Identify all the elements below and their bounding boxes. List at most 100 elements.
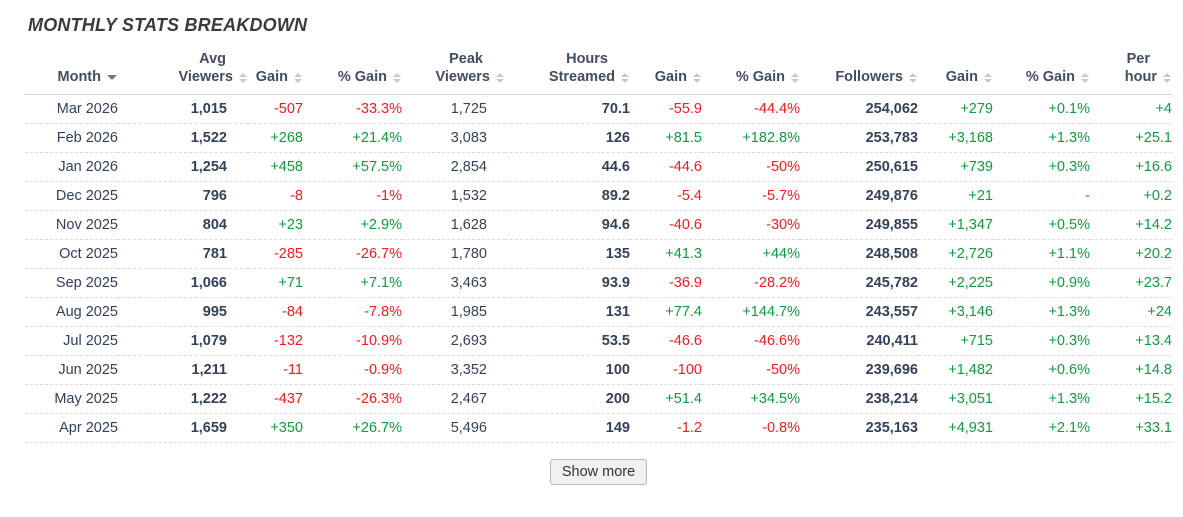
cell-hours-gain: -40.6 [630,210,702,240]
cell-month: Jul 2025 [25,326,118,356]
cell-month: Jun 2025 [25,355,118,385]
column-header-topline [303,51,402,68]
column-header-topline [248,51,303,68]
cell-followers: 240,411 [800,326,918,356]
cell-followers-per-hour: +23.7 [1090,268,1172,298]
sort-toggle-icon[interactable] [621,72,630,83]
column-header-avg-gain-pct[interactable]: % Gain [303,51,402,95]
cell-followers: 239,696 [800,355,918,385]
cell-month: Sep 2025 [25,268,118,298]
cell-peak-viewers: 2,854 [402,152,505,182]
column-header-label: Month [57,69,101,85]
cell-followers-per-hour: +20.2 [1090,239,1172,269]
cell-hours-gain-pct: -50% [702,355,800,385]
cell-hours-streamed: 135 [505,239,630,269]
sort-toggle-icon[interactable] [393,72,402,83]
cell-followers-per-hour: +4 [1155,101,1172,117]
cell-followers-per-hour: +16.6 [1090,152,1172,182]
table-row: Mar 2026 1,015 -507 -33.3% 1,725 70.1 -55.9 -44… [25,95,1172,124]
cell-followers-per-hour: +14.8 [1090,355,1172,385]
cell-hours-gain: -1.2 [630,413,702,443]
show-more-button[interactable]: Show more [549,459,648,485]
cell-followers-gain-pct: +1.3% [993,297,1090,327]
cell-followers-gain: +3,168 [918,123,993,153]
cell-avg-viewers: 995 [118,297,248,327]
cell-avg-viewers: 1,659 [118,413,248,443]
table-header: Month Avg Viewers Gain % Gain Peak Viewers Ho… [25,51,1172,95]
cell-followers-per-hour: +0.2 [1090,181,1172,211]
column-header-peak-viewers[interactable]: Peak Viewers [402,51,505,95]
cell-followers-gain: +3,051 [918,384,993,414]
column-header-avg-gain[interactable]: Gain [248,51,303,95]
sort-toggle-icon[interactable] [791,72,800,83]
cell-followers: 238,214 [800,384,918,414]
cell-month: Nov 2025 [25,210,118,240]
cell-avg-viewers: 1,254 [118,152,248,182]
cell-hours-gain-pct: +182.8% [702,123,800,153]
cell-hours-streamed: 89.2 [505,181,630,211]
column-header-hours-gain-pct[interactable]: % Gain [702,51,800,95]
cell-hours-streamed: 100 [505,355,630,385]
sort-toggle-icon[interactable] [496,72,505,83]
sort-toggle-icon[interactable] [294,72,303,83]
column-header-label: hour [1124,69,1157,85]
column-header-hours-gain[interactable]: Gain [630,51,702,95]
cell-followers-per-hour: +33.1 [1090,413,1172,443]
cell-hours-streamed: 200 [505,384,630,414]
cell-avg-gain-pct: -7.8% [303,297,402,327]
sort-toggle-icon[interactable] [693,72,702,83]
sort-toggle-icon[interactable] [984,72,993,83]
cell-month: Aug 2025 [25,297,118,327]
sort-toggle-icon[interactable] [1081,72,1090,83]
cell-avg-gain: -11 [248,355,303,385]
page-title: MONTHLY STATS BREAKDOWN [28,15,308,35]
monthly-stats-table: Month Avg Viewers Gain % Gain Peak Viewers Ho… [25,51,1172,443]
cell-hours-gain: -36.9 [630,268,702,298]
cell-followers-per-hour: +15.2 [1090,384,1172,414]
cell-hours-streamed: 149 [505,413,630,443]
cell-hours-gain: +41.3 [630,239,702,269]
table-row: Jan 2026 1,254 +458 +57.5% 2,854 44.6 -44.6 -50… [25,152,1172,182]
column-header-followers[interactable]: Followers [800,51,918,95]
column-header-topline [918,51,993,68]
cell-avg-viewers: 804 [118,210,248,240]
sort-toggle-icon[interactable] [1163,72,1172,83]
column-header-month[interactable]: Month [25,51,118,95]
sort-toggle-icon[interactable] [909,72,918,83]
cell-peak-viewers: 1,725 [450,101,487,117]
cell-peak-viewers: 1,985 [402,297,505,327]
cell-followers-gain-pct: +1.3% [993,384,1090,414]
sort-toggle-icon[interactable] [239,72,248,83]
cell-avg-gain: -507 [273,101,303,117]
cell-followers-gain-pct: +0.1% [1048,101,1090,117]
column-header-followers-per-hour[interactable]: Per hour [1090,51,1172,95]
cell-avg-viewers: 1,079 [118,326,248,356]
column-header-hours-streamed[interactable]: Hours Streamed [505,51,630,95]
cell-followers: 248,508 [800,239,918,269]
column-header-topline: Peak [449,51,483,67]
cell-month: Dec 2025 [25,181,118,211]
column-header-avg-viewers[interactable]: Avg Viewers [118,51,248,95]
column-header-topline: Hours [566,51,608,67]
cell-followers-gain: +2,726 [918,239,993,269]
cell-month: May 2025 [25,384,118,414]
cell-followers-gain: +2,225 [918,268,993,298]
column-header-followers-gain[interactable]: Gain [918,51,993,95]
cell-followers-gain: +3,146 [918,297,993,327]
column-header-followers-gain-pct[interactable]: % Gain [993,51,1090,95]
cell-followers-gain: +739 [918,152,993,182]
table-row: Oct 2025 781 -285 -26.7% 1,780 135 +41.3 +44% 24… [25,239,1172,269]
cell-avg-gain: +458 [248,152,303,182]
cell-followers-per-hour: +13.4 [1090,326,1172,356]
cell-avg-gain-pct: +26.7% [303,413,402,443]
cell-avg-viewers: 1,522 [118,123,248,153]
cell-avg-gain-pct: +21.4% [303,123,402,153]
cell-avg-viewers: 1,015 [190,101,227,117]
cell-hours-gain-pct: -44.4% [754,101,800,117]
cell-followers: 253,783 [800,123,918,153]
sort-desc-icon[interactable] [107,75,118,80]
cell-hours-gain-pct: -46.6% [702,326,800,356]
table-row: Feb 2026 1,522 +268 +21.4% 3,083 126 +81.5 +182… [25,123,1172,153]
cell-hours-streamed: 131 [505,297,630,327]
cell-avg-gain-pct: -10.9% [303,326,402,356]
